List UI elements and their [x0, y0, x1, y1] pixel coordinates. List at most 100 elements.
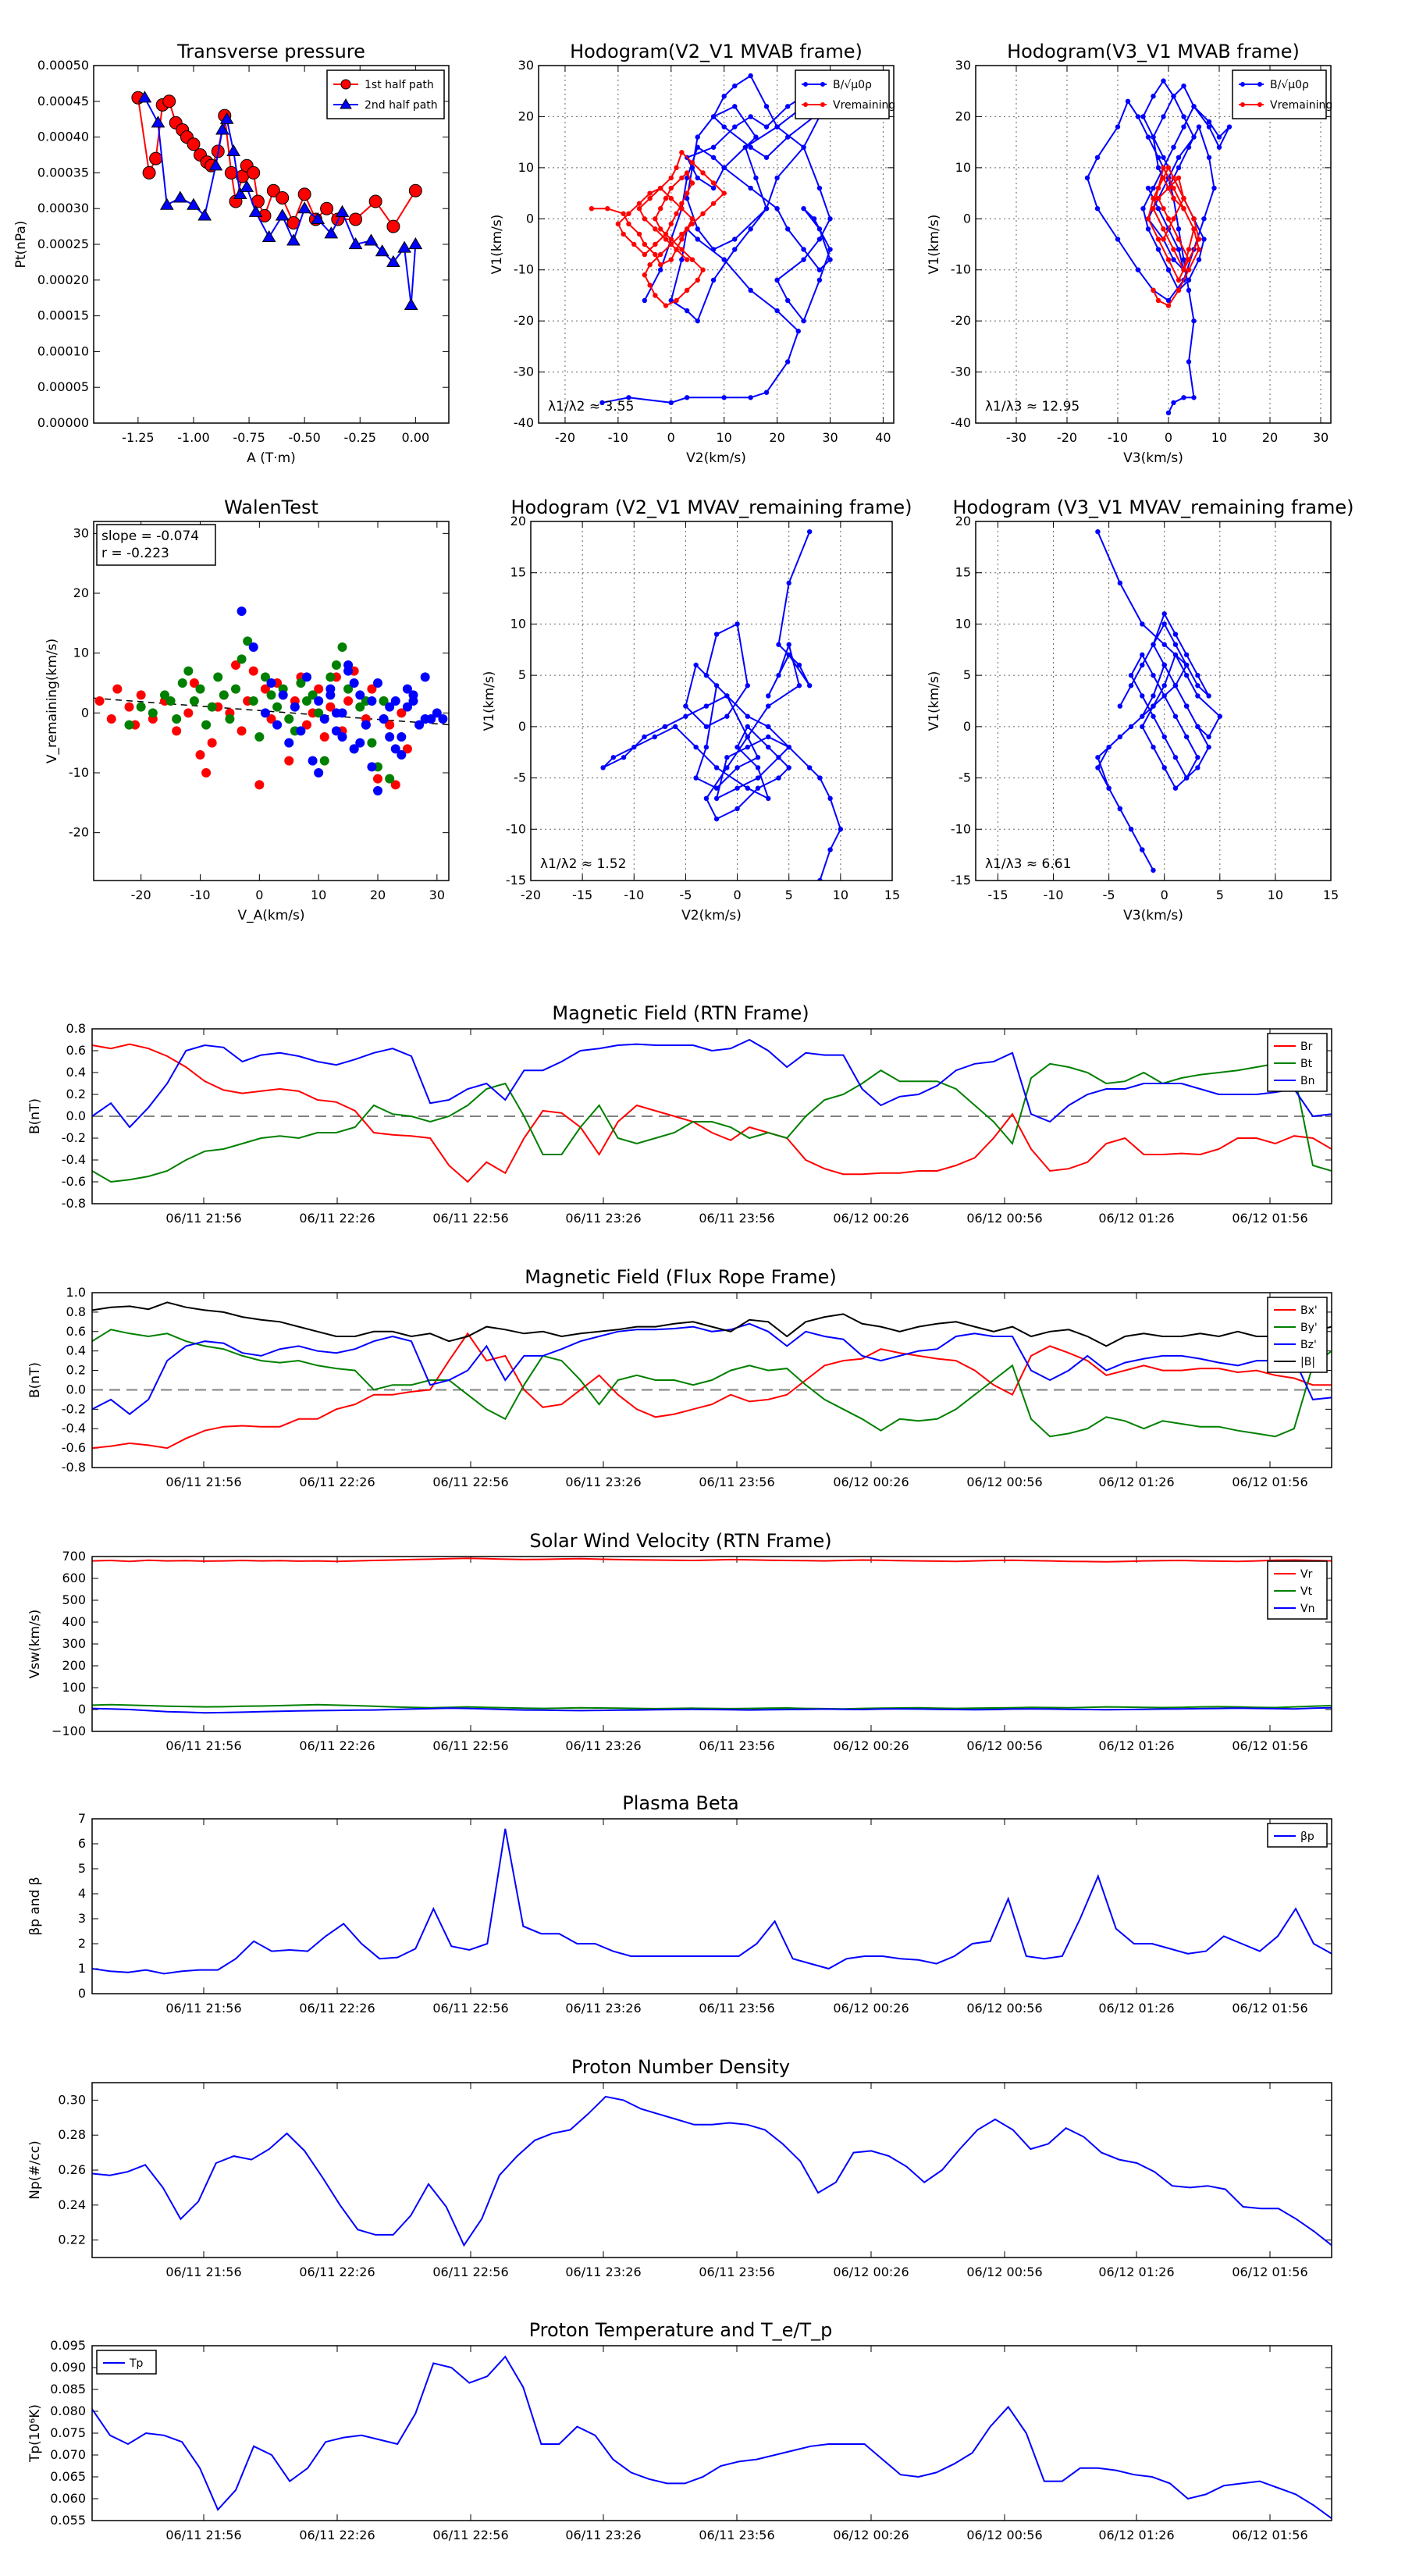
data-point — [748, 287, 753, 294]
y-tick-label: 10 — [73, 646, 89, 660]
series-line-1 — [1147, 165, 1200, 307]
data-point — [160, 690, 169, 700]
data-point — [1181, 124, 1186, 130]
data-point — [1155, 237, 1161, 242]
data-point — [1140, 652, 1145, 658]
x-tick-label: 06/12 00:26 — [833, 2265, 909, 2279]
x-tick-label: 06/11 21:56 — [165, 1211, 241, 1226]
y-tick-label: 700 — [62, 1549, 86, 1564]
data-point — [1196, 247, 1202, 252]
data-point — [349, 678, 359, 688]
data-point — [710, 185, 717, 191]
x-tick-label: 10 — [717, 430, 732, 445]
data-point — [314, 684, 324, 694]
data-point — [367, 684, 377, 694]
data-point — [811, 216, 817, 222]
data-point — [700, 170, 706, 176]
data-point — [1176, 277, 1182, 283]
data-point — [367, 696, 377, 706]
series-line-0 — [1086, 79, 1230, 414]
data-point — [124, 720, 134, 730]
y-tick-label: -5 — [959, 770, 971, 785]
x-tick-label: 06/12 01:26 — [1098, 2528, 1174, 2542]
data-point — [1183, 734, 1190, 740]
plot-area — [92, 2355, 1332, 2520]
data-point — [187, 137, 201, 151]
x-axis-label: V_A(km/s) — [237, 908, 304, 923]
x-axis-label: V3(km/s) — [1123, 450, 1183, 466]
data-point — [713, 765, 720, 770]
data-point — [1172, 652, 1179, 658]
data-point — [231, 684, 240, 694]
data-point — [148, 708, 158, 718]
data-point — [1191, 104, 1197, 109]
data-point — [1171, 195, 1176, 201]
x-tick-label: 06/12 01:26 — [1098, 1738, 1174, 1753]
data-point — [1161, 226, 1166, 232]
data-point — [266, 183, 280, 197]
plot-frame — [538, 65, 895, 424]
plot-area — [92, 1557, 1332, 1714]
data-point — [348, 237, 363, 250]
data-point — [838, 827, 844, 832]
data-point — [385, 774, 395, 784]
y-tick-label: 1 — [78, 1961, 86, 1976]
y-tick-label: -15 — [506, 873, 526, 888]
data-point — [735, 621, 740, 627]
data-point — [343, 684, 354, 694]
data-point — [397, 708, 407, 718]
data-point — [420, 672, 430, 682]
data-point — [774, 124, 780, 130]
data-point — [207, 738, 217, 748]
y-tick-label: 0.4 — [66, 1065, 86, 1080]
legend-label: Vremaining — [833, 99, 895, 112]
legend-label: Vt — [1300, 1585, 1313, 1598]
data-point — [373, 774, 382, 784]
y-axis-label: βp and β — [27, 1877, 43, 1935]
lambda-annotation: λ1/λ2 ≈ 1.52 — [540, 856, 626, 872]
data-point — [679, 150, 685, 155]
data-point — [1176, 237, 1182, 242]
data-point — [657, 185, 663, 191]
y-tick-label: 0.075 — [50, 2425, 86, 2440]
y-tick-label: 20 — [73, 585, 89, 600]
x-tick-label: 06/12 00:56 — [966, 2001, 1042, 2016]
data-point — [684, 308, 690, 314]
hod3-panel: Hodogram (V2_V1 MVAV_remaining frame) -20… — [482, 496, 912, 923]
data-point — [786, 765, 791, 770]
data-point — [1140, 621, 1145, 627]
data-point — [1140, 206, 1146, 212]
data-point — [248, 666, 258, 676]
data-point — [636, 206, 642, 212]
y-tick-label: -0.2 — [62, 1130, 86, 1145]
x-tick-label: 06/12 00:26 — [833, 2001, 909, 2016]
data-point — [1165, 165, 1172, 171]
y-tick-label: 30 — [518, 58, 534, 73]
data-point — [1181, 83, 1186, 89]
data-point — [1195, 724, 1200, 730]
data-point — [165, 696, 176, 706]
data-point — [266, 714, 276, 724]
data-point — [1161, 237, 1166, 242]
x-tick-label: 15 — [1323, 888, 1339, 902]
data-point — [668, 195, 674, 201]
data-point — [689, 221, 695, 227]
legend-box — [795, 69, 890, 119]
legend-label: By' — [1300, 1322, 1318, 1334]
data-point — [1145, 185, 1151, 191]
data-point — [1196, 257, 1202, 262]
data-point — [1151, 206, 1156, 212]
plot-frame — [91, 2082, 1332, 2258]
x-tick-label: 06/12 00:56 — [966, 1738, 1042, 1753]
y-tick-label: 5 — [78, 1861, 86, 1876]
y-tick-label: 100 — [62, 1680, 86, 1695]
data-point — [1095, 765, 1101, 770]
x-tick-label: 06/12 01:56 — [1232, 1738, 1307, 1753]
data-point — [647, 195, 653, 201]
data-point — [684, 226, 690, 232]
x-tick-label: -1.25 — [122, 430, 154, 445]
y-tick-label: 10 — [955, 160, 971, 175]
mag_fr-panel: Magnetic Field (Flux Rope Frame) -0.8 -0.6… — [27, 1266, 1332, 1489]
x-tick-label: 06/12 01:56 — [1232, 2265, 1307, 2279]
